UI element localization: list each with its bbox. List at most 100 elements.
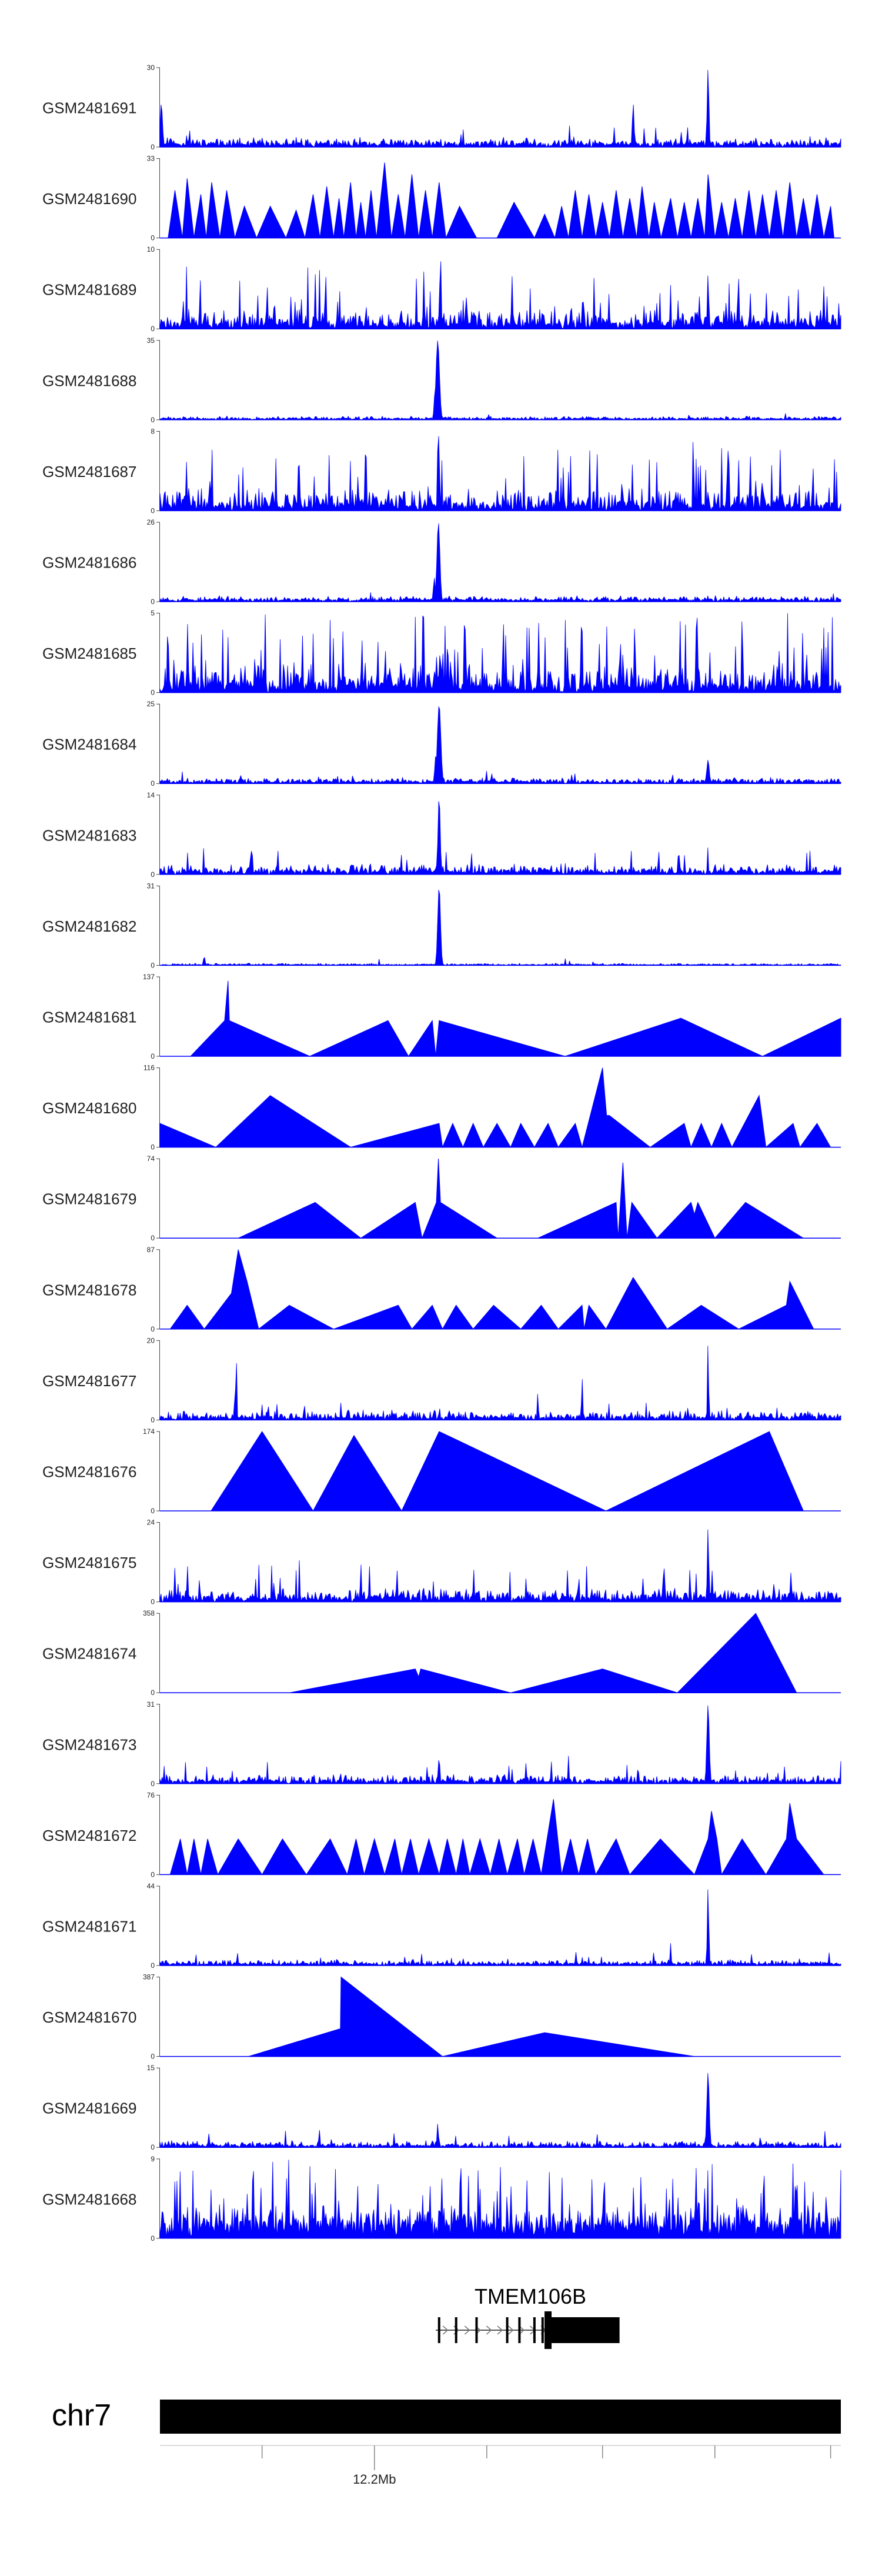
track-GSM2481674: GSM2481674 358 0: [42, 1609, 841, 1697]
track-GSM2481688: GSM2481688 35 0: [42, 336, 841, 424]
intron-chevron-icon: [519, 2325, 525, 2335]
track-label: GSM2481676: [42, 1463, 136, 1481]
gene-exon: [475, 2317, 478, 2343]
y-axis-min-label: 0: [151, 1961, 155, 1970]
y-axis-max-label: 31: [147, 882, 155, 890]
gene-exon: [518, 2317, 521, 2343]
y-axis-max-label: 30: [147, 64, 155, 72]
track-GSM2481672: GSM2481672 76 0: [42, 1791, 841, 1878]
track-label: GSM2481686: [42, 554, 136, 572]
track-label: GSM2481691: [42, 99, 136, 117]
y-axis-max-label: 74: [147, 1154, 155, 1163]
track-label: GSM2481673: [42, 1736, 136, 1753]
track-GSM2481682: GSM2481682 31 0: [42, 882, 841, 969]
track-label: GSM2481682: [42, 917, 136, 935]
y-axis-min-label: 0: [151, 1870, 155, 1878]
intron-chevron-icon: [486, 2325, 492, 2335]
coverage-area: [159, 1529, 841, 1602]
y-axis-min-label: 0: [151, 1780, 155, 1788]
y-axis-max-label: 26: [147, 518, 155, 526]
y-axis-min-label: 0: [151, 779, 155, 788]
track-GSM2481690: GSM2481690 33 0: [42, 155, 841, 242]
y-axis-min-label: 0: [151, 143, 155, 151]
y-axis-min-label: 0: [151, 1234, 155, 1242]
y-axis-min-label: 0: [151, 689, 155, 697]
y-axis-max-label: 5: [151, 609, 155, 618]
coverage-tracks: GSM2481691300GSM2481690330GSM2481689100G…: [42, 64, 841, 2243]
track-label: GSM2481670: [42, 2008, 136, 2026]
track-GSM2481669: GSM2481669 15 0: [42, 2064, 841, 2151]
track-GSM2481681: GSM2481681 137 0: [42, 973, 841, 1060]
y-axis-max-label: 8: [151, 427, 155, 435]
track-label: GSM2481677: [42, 1372, 136, 1390]
track-label: GSM2481678: [42, 1281, 136, 1299]
track-GSM2481671: GSM2481671 44 0: [42, 1882, 841, 1970]
track-label: GSM2481668: [42, 2190, 136, 2208]
track-GSM2481680: GSM2481680 116 0: [42, 1064, 841, 1152]
y-axis-min-label: 0: [151, 1325, 155, 1333]
y-axis-min-label: 0: [151, 870, 155, 879]
gene-exon: [437, 2317, 440, 2343]
coverage-area: [159, 2073, 841, 2148]
coverage-area: [189, 980, 841, 1057]
coverage-area: [159, 1705, 841, 1784]
gene-exon: [541, 2317, 544, 2343]
y-axis-max-label: 35: [147, 336, 155, 345]
track-label: GSM2481680: [42, 1099, 136, 1117]
coverage-area: [159, 613, 841, 693]
y-axis-min-label: 0: [151, 1052, 155, 1060]
track-GSM2481689: GSM2481689 10 0: [42, 245, 841, 333]
coverage-area: [159, 436, 841, 511]
coverage-area: [159, 889, 841, 966]
coverage-area: [159, 1889, 841, 1966]
track-label: GSM2481674: [42, 1645, 136, 1663]
y-axis-max-label: 24: [147, 1519, 155, 1527]
y-axis-max-label: 9: [151, 2155, 155, 2163]
track-label: GSM2481688: [42, 372, 136, 389]
genome-position-label: 12.2Mb: [353, 2472, 396, 2487]
coverage-area: [169, 1799, 834, 1876]
y-axis-max-label: 31: [147, 1700, 155, 1709]
y-axis-max-label: 44: [147, 1882, 155, 1890]
track-label: GSM2481679: [42, 1190, 136, 1208]
track-label: GSM2481671: [42, 1918, 136, 1936]
y-axis-max-label: 20: [147, 1336, 155, 1344]
coverage-area: [238, 1159, 805, 1239]
coverage-area: [248, 1976, 695, 2057]
track-GSM2481691: GSM2481691 30 0: [42, 64, 841, 151]
track-GSM2481677: GSM2481677 20 0: [42, 1336, 841, 1424]
coverage-area: [159, 261, 841, 329]
y-axis-min-label: 0: [151, 234, 155, 242]
gene-utr-block: [548, 2317, 620, 2343]
coverage-area: [159, 1067, 831, 1149]
intron-chevron-icon: [442, 2325, 449, 2335]
y-axis-min-label: 0: [151, 1598, 155, 1606]
track-GSM2481676: GSM2481676 174 0: [42, 1427, 841, 1515]
track-GSM2481668: GSM2481668 9 0: [42, 2155, 841, 2243]
y-axis-max-label: 10: [147, 245, 155, 253]
y-axis-max-label: 14: [147, 791, 155, 799]
gene-exon: [533, 2317, 536, 2343]
intron-chevron-icon: [464, 2325, 470, 2335]
track-GSM2481687: GSM2481687 8 0: [42, 427, 841, 515]
chromosome-ideogram-track: chr7 12.2Mb: [52, 2398, 841, 2487]
y-axis-min-label: 0: [151, 325, 155, 333]
track-label: GSM2481689: [42, 281, 136, 299]
coverage-area: [168, 162, 834, 239]
chromosome-bar: [160, 2400, 841, 2434]
coverage-area: [159, 801, 841, 875]
gene-label: TMEM106B: [475, 2284, 586, 2308]
track-GSM2481673: GSM2481673 31 0: [42, 1700, 841, 1788]
track-label: GSM2481684: [42, 736, 136, 753]
track-GSM2481685: GSM2481685 5 0: [42, 609, 841, 697]
track-label: GSM2481669: [42, 2100, 136, 2117]
y-axis-min-label: 0: [151, 1416, 155, 1424]
y-axis-max-label: 137: [143, 973, 155, 981]
y-axis-min-label: 0: [151, 1689, 155, 1697]
y-axis-max-label: 76: [147, 1791, 155, 1799]
y-axis-min-label: 0: [151, 598, 155, 606]
track-label: GSM2481681: [42, 1009, 136, 1026]
y-axis-min-label: 0: [151, 506, 155, 515]
gene-exon: [455, 2317, 457, 2343]
